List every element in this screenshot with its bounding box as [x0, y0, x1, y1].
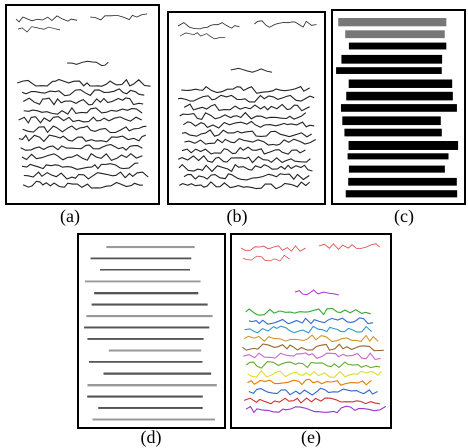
text-line-mask: [349, 166, 445, 173]
text-line-mask: [341, 55, 442, 64]
text-line-segment: [87, 396, 203, 398]
panel-label: (d): [141, 427, 162, 448]
text-line-segment: [87, 338, 203, 340]
figure: (a) (b) (c) (d) (e): [0, 0, 468, 448]
text-line-segment: [100, 269, 190, 271]
text-line-segment: [91, 258, 192, 260]
text-line-segment: [89, 361, 203, 363]
text-line-mask: [346, 190, 457, 197]
text-line-segment: [106, 246, 194, 248]
text-line-segment: [109, 350, 201, 352]
text-line-mask: [346, 92, 453, 101]
text-line-mask: [341, 104, 457, 112]
text-line-mask: [338, 18, 446, 26]
text-line-mask: [344, 129, 441, 137]
panel-e-frame: [231, 234, 391, 428]
panel-label: (c): [394, 206, 414, 227]
text-line-mask: [349, 80, 452, 88]
text-line-segment: [104, 373, 212, 375]
text-line-segment: [98, 407, 203, 409]
text-line-segment: [87, 384, 216, 386]
panel-d-frame: [78, 234, 225, 428]
text-line-mask: [342, 116, 440, 125]
text-line-segment: [94, 292, 198, 294]
text-line-mask: [348, 178, 457, 186]
text-line-segment: [92, 304, 208, 306]
text-line-segment: [86, 315, 212, 317]
text-line-segment: [85, 281, 201, 283]
text-line-mask: [348, 153, 449, 159]
text-line-mask: [349, 43, 446, 50]
text-line-mask: [336, 67, 442, 74]
text-line-mask: [345, 30, 445, 38]
text-line-segment: [84, 327, 209, 329]
panel-label: (a): [60, 206, 80, 227]
text-line-segment: [92, 419, 215, 421]
panel-label: (b): [227, 206, 248, 227]
panel-label: (e): [301, 427, 321, 448]
text-line-mask: [349, 141, 459, 150]
